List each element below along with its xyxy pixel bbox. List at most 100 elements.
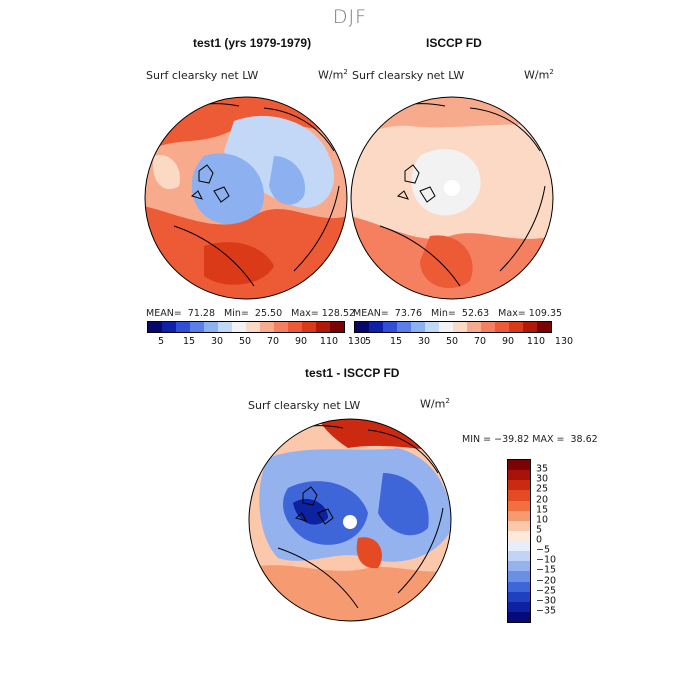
polar-map-obs xyxy=(350,96,554,300)
colorbar-swatch xyxy=(302,322,316,332)
map-border xyxy=(350,96,554,300)
colorbar-swatch xyxy=(397,322,411,332)
colorbar-tick-label: 35 xyxy=(536,463,549,475)
stats-diff: MIN = −39.82 MAX = 38.62 xyxy=(462,434,598,445)
map-field-warm-south xyxy=(249,565,451,621)
map-pole-hole xyxy=(444,180,460,196)
colorbar-swatch xyxy=(508,551,530,562)
colorbar-tick-label: 5 xyxy=(157,336,165,347)
colorbar-ticks-obs: 5 15 30 50 70 90 110 130 xyxy=(354,336,573,348)
colorbar-swatch xyxy=(508,510,530,521)
colorbar-swatch xyxy=(481,322,495,332)
colorbar-tick-label: 70 xyxy=(473,336,487,347)
colorbar-tick-label: −25 xyxy=(536,585,557,597)
panel-title-obs: ISCCP FD xyxy=(426,36,482,50)
colorbar-tick-label: −20 xyxy=(536,575,557,586)
map-field-cool-arctic xyxy=(191,153,264,225)
colorbar-tick-label: 50 xyxy=(445,336,459,347)
units-label-diff: W/m2 xyxy=(420,397,450,411)
colorbar-diff xyxy=(507,459,531,623)
colorbar-swatch xyxy=(508,571,530,582)
colorbar-swatch xyxy=(523,322,537,332)
colorbar-swatch xyxy=(508,561,530,572)
colorbar-tick-label: 110 xyxy=(526,336,546,347)
colorbar-tick-label: −30 xyxy=(536,595,557,607)
colorbar-tick-label: 110 xyxy=(319,336,339,347)
season-title: DJF xyxy=(332,6,368,28)
colorbar-tick-label: −35 xyxy=(536,605,557,617)
map-pole-hole xyxy=(343,515,357,529)
units-label-model: W/m2 xyxy=(318,68,348,82)
map-field-hot-patch xyxy=(420,235,473,289)
colorbar-swatch xyxy=(508,541,530,552)
panel-title-model: test1 (yrs 1979-1979) xyxy=(193,36,312,50)
coastline-islands xyxy=(396,164,436,203)
colorbar-tick-label: 130 xyxy=(347,336,367,347)
colorbar-swatch xyxy=(232,322,246,332)
colorbar-swatch xyxy=(439,322,453,332)
coastline-islands xyxy=(190,164,230,203)
colorbar-tick-label: 20 xyxy=(536,494,549,505)
colorbar-tick-label: 90 xyxy=(501,336,515,347)
colorbar-tick-label: −15 xyxy=(536,564,557,576)
polar-map-diff xyxy=(248,418,452,622)
colorbar-tick-label: 5 xyxy=(536,524,543,536)
colorbar-tick-label: 30 xyxy=(417,336,431,347)
colorbar-swatch xyxy=(467,322,481,332)
colorbar-swatch xyxy=(495,322,509,332)
colorbar-swatch xyxy=(330,322,344,332)
colorbar-swatch xyxy=(411,322,425,332)
colorbar-swatch xyxy=(246,322,260,332)
colorbar-tick-label: 10 xyxy=(536,514,549,526)
colorbar-swatch xyxy=(425,322,439,332)
colorbar-tick-label: 15 xyxy=(536,504,549,516)
colorbar-swatch xyxy=(508,520,530,531)
colorbar-swatch xyxy=(537,322,551,332)
colorbar-swatch xyxy=(508,601,530,612)
colorbar-swatch xyxy=(369,322,383,332)
colorbar-swatch xyxy=(508,490,530,501)
colorbar-tick-label: 30 xyxy=(536,473,549,485)
colorbar-swatch xyxy=(508,581,530,592)
colorbar-tick-label: −5 xyxy=(536,544,551,556)
map-border xyxy=(248,418,452,622)
colorbar-swatch xyxy=(190,322,204,332)
polar-map-model xyxy=(144,96,348,300)
colorbar-tick-label: 30 xyxy=(210,336,224,347)
colorbar-swatch xyxy=(316,322,330,332)
colorbar-swatch xyxy=(453,322,467,332)
colorbar-swatch xyxy=(509,322,523,332)
colorbar-swatch xyxy=(508,460,530,471)
colorbar-tick-label: 5 xyxy=(364,336,372,347)
colorbar-swatch xyxy=(162,322,176,332)
map-field-cold-siberia xyxy=(378,473,429,536)
colorbar-labels-diff: 35 30 25 20 15 10 5 0 −5 −10 −15 −20 −25 −30 −35 xyxy=(536,459,576,621)
colorbar-tick-label: 70 xyxy=(266,336,280,347)
map-field-deep-cold xyxy=(293,498,328,525)
colorbar-swatch xyxy=(288,322,302,332)
map-border xyxy=(144,96,348,300)
colorbar-tick-label: 15 xyxy=(182,336,196,347)
colorbar-swatch xyxy=(508,530,530,541)
colorbar-swatch xyxy=(508,500,530,511)
colorbar-tick-label: 0 xyxy=(536,534,543,546)
colorbar-swatch xyxy=(508,611,530,622)
colorbar-ticks-model: 5 15 30 50 70 90 110 130 xyxy=(147,336,366,348)
variable-label-model: Surf clearsky net LW xyxy=(146,69,259,82)
colorbar-swatch xyxy=(383,322,397,332)
colorbar-swatch xyxy=(176,322,190,332)
map-field-cool-siberia xyxy=(269,156,305,205)
colorbar-tick-label: 15 xyxy=(389,336,403,347)
colorbar-model xyxy=(147,321,345,333)
colorbar-swatch xyxy=(148,322,162,332)
map-field-hot-patch xyxy=(356,537,382,569)
colorbar-tick-label: 130 xyxy=(554,336,574,347)
colorbar-tick-label: 50 xyxy=(238,336,252,347)
map-field-hot-patch xyxy=(204,242,274,285)
colorbar-swatch xyxy=(218,322,232,332)
colorbar-swatch xyxy=(508,591,530,602)
units-label-obs: W/m2 xyxy=(524,68,554,82)
stats-obs: MEAN= 73.76 Min= 52.63 Max= 109.35 xyxy=(353,308,563,319)
map-field-light-west xyxy=(153,155,180,190)
colorbar-tick-label: 25 xyxy=(536,483,549,495)
